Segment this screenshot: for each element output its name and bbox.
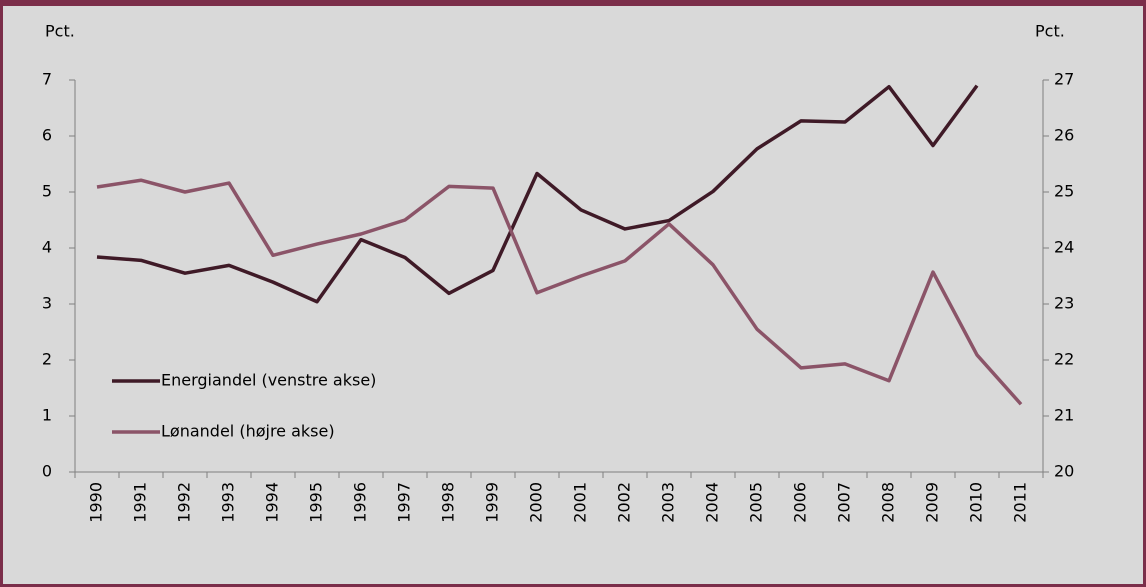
y-tick-label: 2 xyxy=(42,350,52,369)
x-tick-label: 2009 xyxy=(923,482,942,523)
x-tick-label: 1992 xyxy=(175,482,194,523)
y2-tick-label: 25 xyxy=(1054,182,1074,201)
y-tick-label: 5 xyxy=(42,182,52,201)
y2-tick-label: 22 xyxy=(1054,350,1074,369)
y2-tick-label: 26 xyxy=(1054,126,1074,145)
y-axis-label: Pct. xyxy=(45,22,75,41)
x-tick-label: 1996 xyxy=(351,482,370,523)
x-tick-label: 1993 xyxy=(219,482,238,523)
x-tick-label: 2011 xyxy=(1011,482,1030,523)
x-tick-label: 2004 xyxy=(703,482,722,523)
y2-axis-label: Pct. xyxy=(1035,22,1065,41)
x-tick-label: 1990 xyxy=(87,482,106,523)
y2-tick-label: 24 xyxy=(1054,238,1074,257)
y-tick-label: 1 xyxy=(42,406,52,425)
x-tick-label: 1998 xyxy=(439,482,458,523)
legend-label: Energiandel (venstre akse) xyxy=(161,371,376,390)
y-tick-label: 0 xyxy=(42,462,52,481)
y-tick-label: 6 xyxy=(42,126,52,145)
x-tick-label: 1994 xyxy=(263,482,282,523)
line-series xyxy=(96,84,979,304)
x-tick-label: 2005 xyxy=(747,482,766,523)
x-tick-label: 2000 xyxy=(527,482,546,523)
y2-tick-label: 21 xyxy=(1054,406,1074,425)
y-tick-label: 3 xyxy=(42,294,52,313)
y2-tick-label: 27 xyxy=(1054,70,1074,89)
x-tick-label: 2003 xyxy=(659,482,678,523)
y2-tick-label: 20 xyxy=(1054,462,1074,481)
x-tick-label: 1999 xyxy=(483,482,502,523)
y-tick-label: 4 xyxy=(42,238,52,257)
line-series xyxy=(96,178,1023,406)
x-tick-label: 2006 xyxy=(791,482,810,523)
x-tick-label: 2007 xyxy=(835,482,854,523)
y-tick-label: 7 xyxy=(42,70,52,89)
x-tick-label: 1995 xyxy=(307,482,326,523)
x-tick-label: 1991 xyxy=(131,482,150,523)
legend-label: Lønandel (højre akse) xyxy=(161,422,335,441)
x-tick-label: 1997 xyxy=(395,482,414,523)
background xyxy=(3,6,1143,584)
x-tick-label: 2001 xyxy=(571,482,590,523)
x-tick-label: 2002 xyxy=(615,482,634,523)
y2-tick-label: 23 xyxy=(1054,294,1074,313)
x-tick-label: 2008 xyxy=(879,482,898,523)
x-tick-label: 2010 xyxy=(967,482,986,523)
